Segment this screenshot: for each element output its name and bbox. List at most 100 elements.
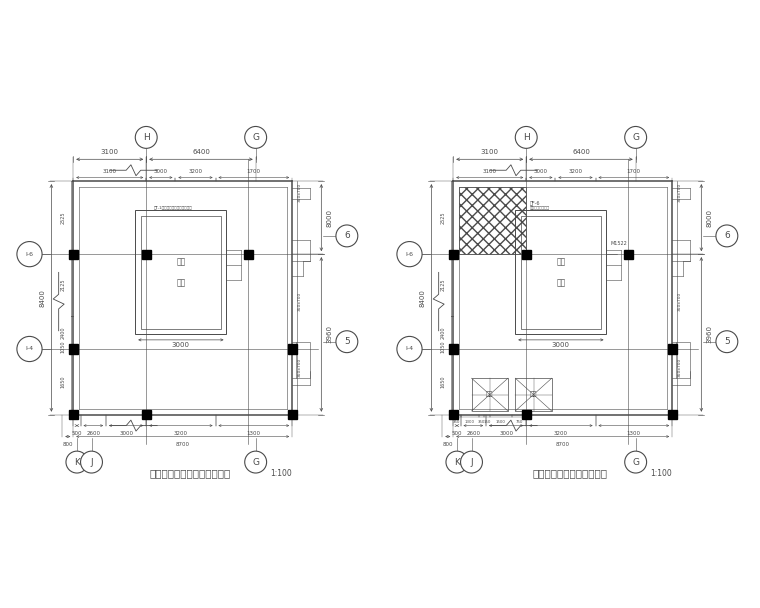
Circle shape xyxy=(716,225,738,247)
Text: 3200: 3200 xyxy=(554,431,568,436)
Text: 客梯: 客梯 xyxy=(530,392,537,398)
Circle shape xyxy=(17,336,42,362)
Bar xyxy=(68,410,78,420)
Text: 3000: 3000 xyxy=(499,431,513,436)
Text: 客梯: 客梯 xyxy=(486,392,493,398)
Bar xyxy=(515,378,552,411)
Text: 3960: 3960 xyxy=(707,325,713,344)
Text: 1:100: 1:100 xyxy=(271,469,292,477)
Bar xyxy=(141,216,221,329)
Text: 5: 5 xyxy=(344,337,350,346)
Bar xyxy=(141,410,150,420)
Text: 电梯: 电梯 xyxy=(556,279,565,288)
Bar xyxy=(624,250,633,259)
Circle shape xyxy=(461,451,483,473)
Circle shape xyxy=(625,451,647,473)
Circle shape xyxy=(81,451,103,473)
Text: 8700: 8700 xyxy=(176,442,190,447)
Bar xyxy=(521,216,601,329)
Bar xyxy=(68,344,78,354)
Text: 1300: 1300 xyxy=(464,420,475,424)
Bar xyxy=(287,344,296,354)
Text: 3200: 3200 xyxy=(188,169,202,174)
Text: M1522: M1522 xyxy=(610,241,627,246)
Circle shape xyxy=(66,451,88,473)
Text: G: G xyxy=(632,458,639,466)
Bar xyxy=(448,250,458,259)
Circle shape xyxy=(336,331,358,353)
Bar xyxy=(676,342,690,378)
Text: 6: 6 xyxy=(724,232,730,240)
Bar xyxy=(459,187,526,254)
Text: 1:100: 1:100 xyxy=(651,469,672,477)
Text: 500: 500 xyxy=(451,431,462,436)
Bar xyxy=(135,210,226,334)
Text: 2600: 2600 xyxy=(87,431,100,436)
Text: I-4: I-4 xyxy=(25,347,33,351)
Text: 新增钢结构电梯负一层平面图: 新增钢结构电梯负一层平面图 xyxy=(150,468,230,478)
Text: 2525: 2525 xyxy=(61,212,66,224)
Bar xyxy=(515,210,606,334)
Text: G: G xyxy=(252,133,259,142)
Circle shape xyxy=(397,336,422,362)
Text: 800: 800 xyxy=(442,442,453,447)
Text: 新增钢结构电梯一层平面图: 新增钢结构电梯一层平面图 xyxy=(533,468,607,478)
Text: 电梯: 电梯 xyxy=(176,279,185,288)
Text: 3000: 3000 xyxy=(172,342,190,348)
Circle shape xyxy=(135,126,157,148)
Text: 3000: 3000 xyxy=(154,169,168,174)
Text: 6: 6 xyxy=(344,232,350,240)
Circle shape xyxy=(716,331,738,353)
Bar xyxy=(448,344,458,354)
Circle shape xyxy=(625,126,647,148)
Bar xyxy=(296,342,310,378)
Text: 150: 150 xyxy=(483,420,491,424)
Text: 8400: 8400 xyxy=(40,289,46,307)
Text: 观光: 观光 xyxy=(556,257,565,266)
Text: 750: 750 xyxy=(515,420,523,424)
Text: 8400: 8400 xyxy=(420,289,426,307)
Text: K: K xyxy=(454,458,460,466)
Text: 天窗钢结构施工图: 天窗钢结构施工图 xyxy=(530,207,550,210)
Text: K: K xyxy=(74,458,80,466)
Text: 1700: 1700 xyxy=(627,169,641,174)
Text: 800: 800 xyxy=(62,442,73,447)
Text: 2400: 2400 xyxy=(441,326,446,339)
Text: 梯F-6: 梯F-6 xyxy=(530,201,540,206)
Text: 3000: 3000 xyxy=(119,431,133,436)
Text: 1050: 1050 xyxy=(61,341,66,353)
Text: 2400: 2400 xyxy=(61,326,66,339)
Text: 350: 350 xyxy=(453,420,461,424)
Text: 350x700: 350x700 xyxy=(678,292,682,311)
Text: 350x700: 350x700 xyxy=(298,182,302,202)
Text: 2125: 2125 xyxy=(441,279,446,291)
Text: 8700: 8700 xyxy=(556,442,570,447)
Text: 1300: 1300 xyxy=(247,431,261,436)
Circle shape xyxy=(515,126,537,148)
Text: I-6: I-6 xyxy=(26,252,33,257)
Text: 1050: 1050 xyxy=(441,341,446,353)
Text: 3000: 3000 xyxy=(534,169,548,174)
Text: 6400: 6400 xyxy=(192,149,210,155)
Bar xyxy=(521,410,530,420)
Text: 3960: 3960 xyxy=(327,325,333,344)
Text: 6400: 6400 xyxy=(572,149,590,155)
Text: H: H xyxy=(523,133,530,142)
Text: 2525: 2525 xyxy=(441,212,446,224)
Circle shape xyxy=(446,451,468,473)
Text: 1500: 1500 xyxy=(496,420,505,424)
Text: 1650: 1650 xyxy=(441,376,446,388)
Text: 2600: 2600 xyxy=(467,431,480,436)
Text: 3100: 3100 xyxy=(103,169,117,174)
Bar xyxy=(667,410,676,420)
Text: J: J xyxy=(470,458,473,466)
Text: 350x700: 350x700 xyxy=(678,358,682,377)
Text: 1300: 1300 xyxy=(627,431,641,436)
Text: 8000: 8000 xyxy=(707,209,713,227)
Text: 500: 500 xyxy=(71,431,82,436)
Text: I-6: I-6 xyxy=(406,252,413,257)
Bar xyxy=(287,410,296,420)
Text: 3200: 3200 xyxy=(174,431,188,436)
Circle shape xyxy=(245,126,267,148)
Text: 观光: 观光 xyxy=(176,257,185,266)
